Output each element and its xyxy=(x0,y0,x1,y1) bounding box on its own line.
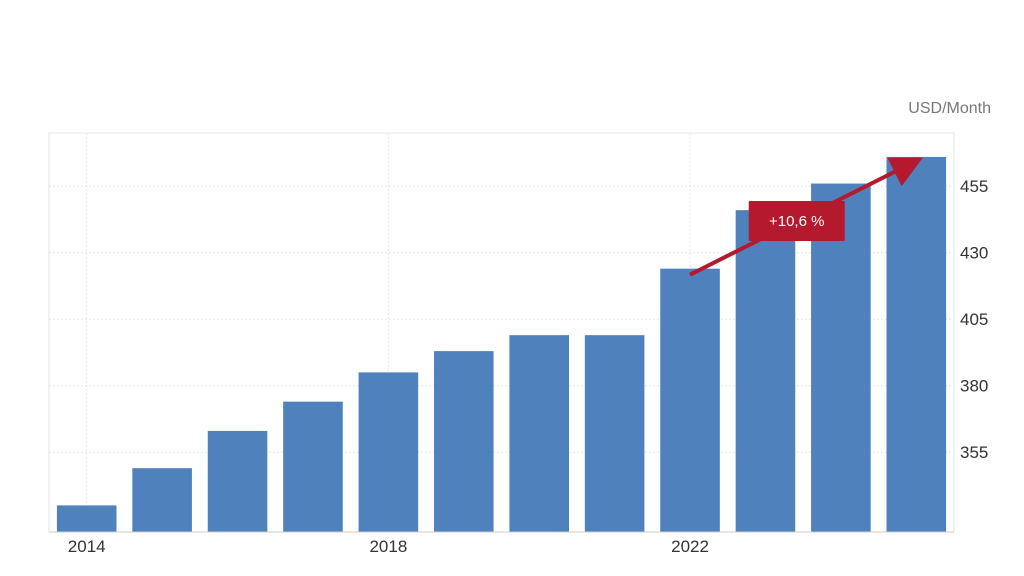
bar-2018 xyxy=(358,372,419,532)
bar-2024 xyxy=(811,183,871,533)
bar-2014 xyxy=(56,505,117,532)
growth-annotation: +10,6 % xyxy=(689,157,924,277)
bar-2021 xyxy=(584,335,645,532)
y-tick-label: 380 xyxy=(960,377,988,396)
bar-2019 xyxy=(434,351,494,532)
bar-2022 xyxy=(660,268,720,532)
x-tick-label: 2022 xyxy=(671,537,709,556)
bar-2016 xyxy=(207,430,268,532)
bar-2020 xyxy=(509,335,569,532)
x-axis-ticks: 2014 2018 2022 xyxy=(68,537,709,556)
y-tick-label: 455 xyxy=(960,177,988,196)
bar-2017 xyxy=(283,401,343,532)
growth-badge-text: +10,6 % xyxy=(769,213,824,230)
bar-2015 xyxy=(132,468,192,532)
y-axis-ticks: 355 380 405 430 455 xyxy=(960,177,988,462)
y-tick-label: 430 xyxy=(960,244,988,263)
bars xyxy=(56,156,947,533)
y-tick-label: 355 xyxy=(960,443,988,462)
x-tick-label: 2014 xyxy=(68,537,106,556)
y-tick-label: 405 xyxy=(960,310,988,329)
bar-2023 xyxy=(735,210,796,532)
plot-area xyxy=(48,132,955,533)
growth-badge xyxy=(748,201,845,242)
bar-2025 xyxy=(886,156,947,532)
unit-label: USD/Month xyxy=(908,100,991,117)
x-tick-label: 2018 xyxy=(369,537,407,556)
